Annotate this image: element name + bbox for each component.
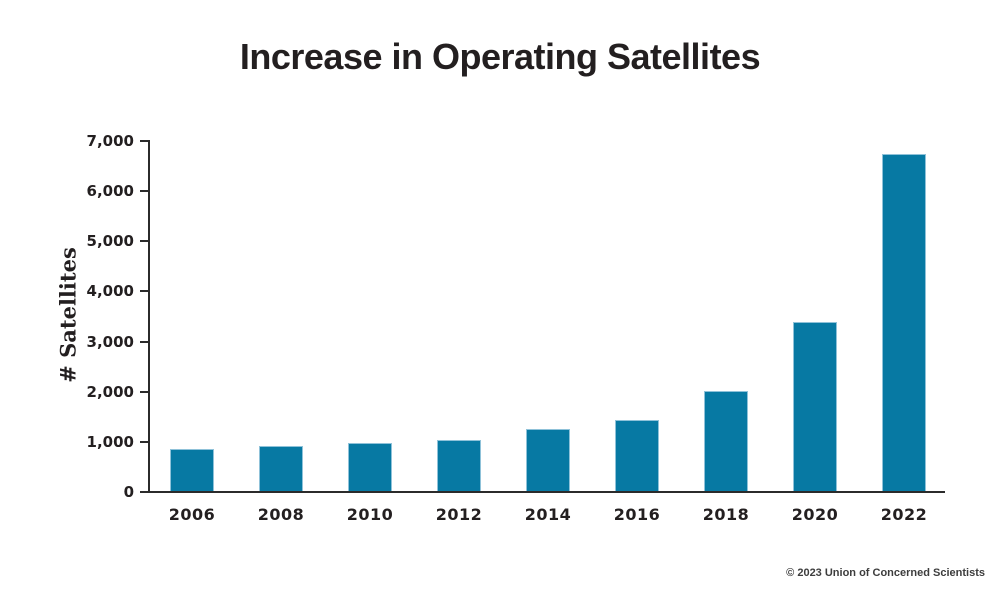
y-tick-mark [140,140,148,142]
y-tick-mark [140,290,148,293]
y-tick-label: 0 [123,483,134,501]
y-tick-mark [140,240,148,243]
x-tick-label: 2016 [613,505,661,524]
bar [615,420,659,491]
y-tick-label: 4,000 [86,282,134,301]
y-tick-mark [140,340,148,343]
x-tick-label: 2006 [168,505,216,524]
y-tick-mark [140,190,148,193]
y-tick-label: 2,000 [86,382,134,401]
bar [526,428,570,491]
y-tick-label: 3,000 [86,332,134,351]
x-axis-line [148,491,945,493]
bar [348,443,392,491]
y-tick-label: 5,000 [86,232,134,251]
x-tick-label: 2020 [791,505,839,524]
y-axis-line [148,140,150,493]
x-tick-label: 2014 [524,505,572,524]
y-tick-label: 1,000 [86,432,134,451]
bar [793,322,837,491]
y-tick-mark [140,491,148,493]
bar [437,439,481,491]
copyright-text: © 2023 Union of Concerned Scientists [786,567,985,579]
y-tick-label: 7,000 [86,132,134,150]
bar [170,448,214,491]
y-tick-label: 6,000 [86,182,134,201]
x-tick-label: 2018 [702,505,750,524]
x-tick-label: 2008 [257,505,305,524]
y-tick-mark [140,440,148,443]
bar [259,446,303,491]
chart-title: Increase in Operating Satellites [239,36,761,77]
x-tick-label: 2012 [435,505,483,524]
bar [704,390,748,491]
bar [882,154,926,491]
x-tick-label: 2010 [346,505,394,524]
x-tick-label: 2022 [880,505,928,524]
y-tick-mark [140,390,148,393]
